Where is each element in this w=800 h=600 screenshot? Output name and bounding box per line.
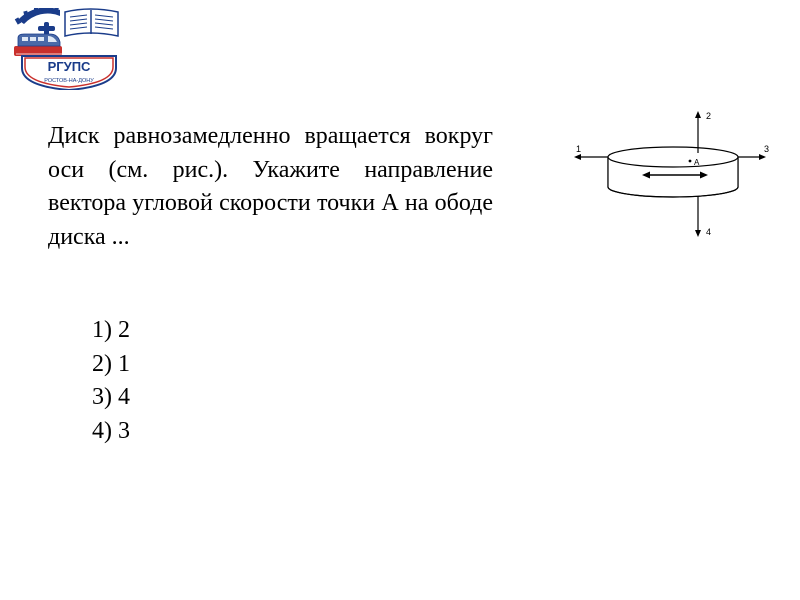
option-4: 4) 3 — [92, 415, 130, 449]
logo-subtext: РОСТОВ-НА-ДОНУ — [44, 78, 94, 84]
point-label-a: А — [694, 158, 700, 167]
option-2: 2) 1 — [92, 348, 130, 382]
physics-diagram: 2 4 1 3 — [568, 105, 778, 255]
question-text: Диск равнозамедленно вращается вокруг ос… — [48, 120, 493, 254]
logo-text: РГУПС — [48, 59, 91, 74]
arrow-label-1: 1 — [576, 144, 581, 154]
arrow-label-3: 3 — [764, 144, 769, 154]
option-1: 1) 2 — [92, 314, 130, 348]
arrow-label-2: 2 — [706, 111, 711, 121]
institution-logo: РГУПС РОСТОВ-НА-ДОНУ — [10, 8, 130, 90]
answer-options: 1) 2 2) 1 3) 4 4) 3 — [92, 314, 130, 448]
arrow-label-4: 4 — [706, 227, 711, 237]
option-3: 3) 4 — [92, 381, 130, 415]
